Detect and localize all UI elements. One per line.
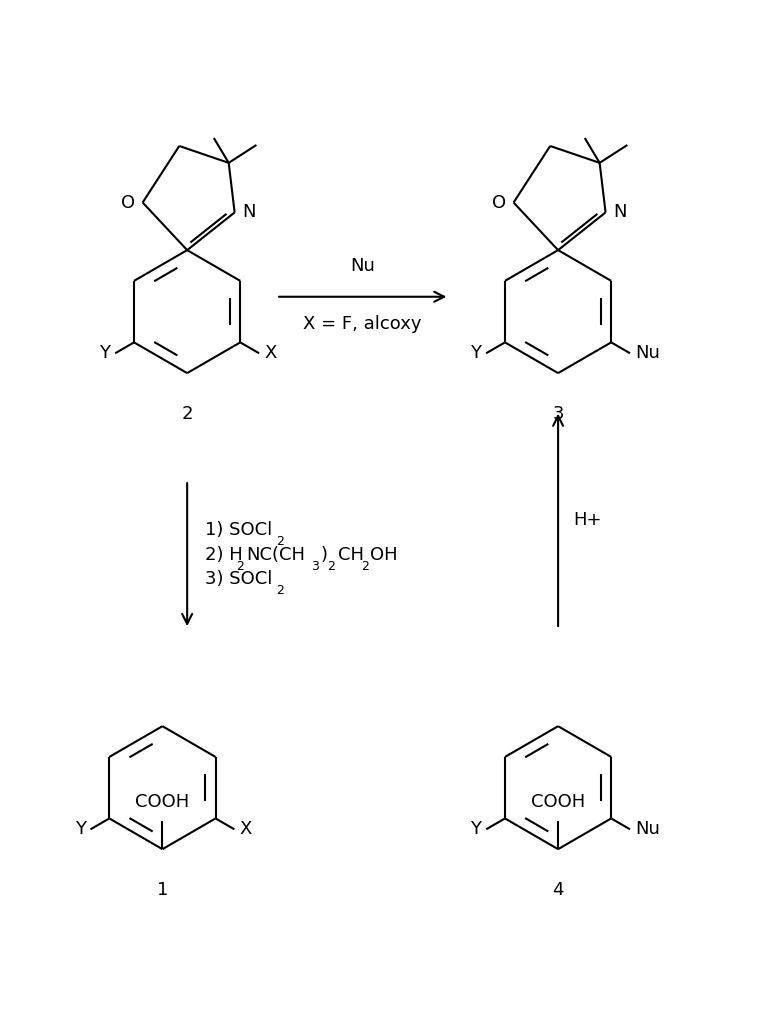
Text: O: O — [121, 194, 134, 211]
Text: X: X — [264, 344, 276, 362]
Text: Y: Y — [470, 344, 482, 362]
Text: Y: Y — [99, 344, 111, 362]
Text: N: N — [243, 203, 256, 221]
Text: ): ) — [321, 546, 328, 563]
Text: X = F, alcoxy: X = F, alcoxy — [303, 315, 422, 333]
Text: Nu: Nu — [635, 820, 660, 838]
Text: 1: 1 — [157, 881, 168, 899]
Text: NC(CH: NC(CH — [247, 546, 306, 563]
Text: 2: 2 — [361, 559, 369, 572]
Text: N: N — [614, 203, 627, 221]
Text: COOH: COOH — [531, 794, 585, 811]
Text: OH: OH — [370, 546, 398, 563]
Text: CH: CH — [337, 546, 363, 563]
Text: 3) SOCl: 3) SOCl — [205, 570, 273, 589]
Text: 2: 2 — [328, 559, 336, 572]
Text: 4: 4 — [552, 881, 564, 899]
Text: Nu: Nu — [635, 344, 660, 362]
Text: 2: 2 — [276, 535, 284, 548]
Text: H+: H+ — [573, 511, 601, 529]
Text: 3: 3 — [552, 405, 564, 423]
Text: 2: 2 — [181, 405, 193, 423]
Text: 2) H: 2) H — [205, 546, 243, 563]
Text: COOH: COOH — [135, 794, 190, 811]
Text: X: X — [240, 820, 252, 838]
Text: O: O — [492, 194, 505, 211]
Text: Y: Y — [74, 820, 85, 838]
Text: 1) SOCl: 1) SOCl — [205, 521, 272, 539]
Text: 3: 3 — [311, 559, 319, 572]
Text: Y: Y — [470, 820, 482, 838]
Text: 2: 2 — [237, 559, 244, 572]
Text: 2: 2 — [276, 585, 284, 598]
Text: Nu: Nu — [350, 257, 376, 275]
